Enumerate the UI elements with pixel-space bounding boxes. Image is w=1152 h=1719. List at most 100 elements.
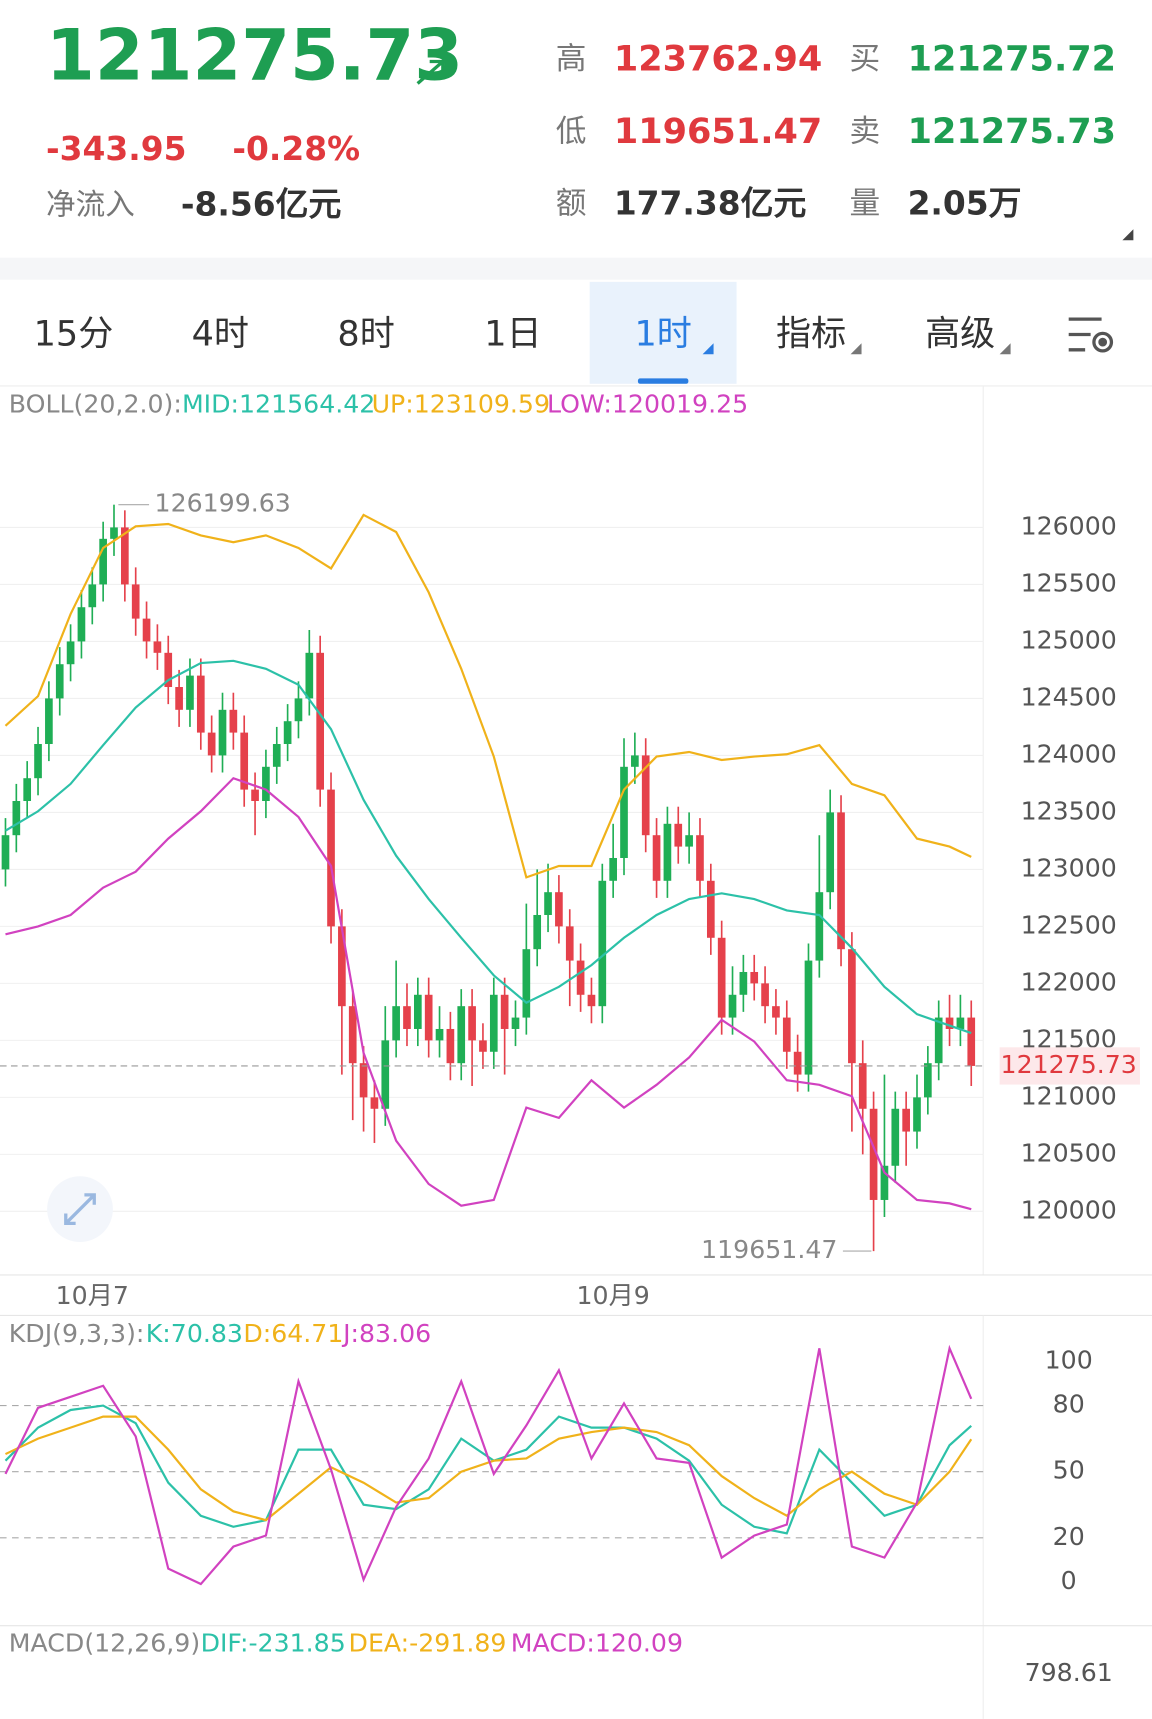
y-tick-label: 80 [1053,1390,1085,1419]
stat-label: 低 [556,114,587,149]
candle-body [403,1006,411,1029]
stat-label: 额 [556,187,587,222]
candle-body [381,1040,390,1109]
legend-entry: K:70.83 [146,1319,243,1348]
y-tick-label: 0 [1061,1566,1077,1595]
candle-body [804,960,813,1075]
candle-body [12,801,21,836]
candle-body [55,664,64,699]
legend-entry: J:83.06 [341,1319,431,1348]
indicator-line [5,1415,973,1522]
candle-body [121,527,129,585]
y-tick-label: 798.61 [1025,1658,1113,1687]
legend-entry: DEA:-291.89 [349,1628,507,1657]
legend-entry: DIF:-231.85 [201,1628,346,1657]
y-tick-label: 124500 [1021,682,1117,711]
tab[interactable]: 15分 [34,314,114,355]
stat-label: 量 [849,187,880,222]
indicator-label: KDJ(9,3,3): [9,1319,145,1348]
candle-body [370,1097,379,1109]
candle-body [565,926,574,961]
candle-body [413,994,422,1029]
candle-body [793,1051,802,1075]
candle-body [229,709,238,733]
y-tick-label: 123000 [1021,853,1117,882]
candle-body [131,584,140,619]
stat-value: 2.05万 [908,184,1022,223]
settings-icon[interactable] [1068,317,1114,353]
candle-body [175,687,183,710]
candle-body [479,1040,487,1052]
active-tab-bg [589,281,737,384]
y-tick-label: 125500 [1021,568,1117,597]
stat-value: 121275.72 [908,38,1117,79]
candle-body [251,789,259,802]
candle-body [934,1017,943,1064]
legend-entry: MID:121564.42 [182,390,375,419]
candle-body [66,641,75,665]
candle-body [652,835,661,881]
y-tick-label: 124000 [1021,739,1117,768]
stat-value: 119651.47 [614,111,823,152]
divider [0,257,1152,280]
indicator-line [4,1344,973,1586]
candle-body [902,1108,910,1132]
indicator-label: MACD(12,26,9) [9,1628,200,1657]
candle-body [945,1017,954,1029]
candle-body [77,607,86,642]
indicator-line [5,776,972,1211]
tab[interactable]: 高级 [925,314,995,355]
tab[interactable]: 4时 [192,314,249,355]
candle-body [706,880,715,938]
candle-body [587,994,596,1007]
candle-body [424,994,433,1041]
candle-body [826,812,835,893]
dropdown-caret [999,343,1011,355]
tab[interactable]: 1日 [484,314,541,355]
candle-body [23,778,32,802]
candle-body [327,789,335,927]
candle-body [240,732,249,790]
candle-body [750,971,759,984]
candle-body [338,926,346,1007]
candle-body [457,1006,466,1064]
candle-body [685,835,693,847]
candle-body [164,652,173,688]
candle-body [609,857,617,881]
candle-body [186,675,194,710]
price-change: -343.95 [46,129,187,168]
price-change-pct: -0.28% [232,129,360,168]
y-tick-label: 120000 [1021,1195,1117,1224]
candle-body [88,584,97,608]
candle-body [674,823,683,847]
tab[interactable]: 8时 [337,314,394,355]
y-tick-label: 122000 [1021,967,1117,996]
candle-body [446,1028,455,1064]
candle-body [598,880,607,1007]
legend-entry: MACD:120.09 [511,1628,683,1657]
min-annotation: 119651.47 [701,1235,837,1264]
stat-label: 高 [556,42,587,77]
indicator-line [4,513,972,879]
dropdown-caret [850,343,862,355]
candle-body [761,983,769,1007]
max-annotation: 126199.63 [155,489,291,518]
candle-body [99,538,107,585]
x-tick-label: 10月7 [56,1281,129,1310]
tab[interactable]: 指标 [776,314,846,355]
candle-body [196,675,205,733]
candle-body [772,1006,780,1018]
tab[interactable]: 1时 [634,314,691,355]
candle-body [869,1108,878,1200]
candle-body [728,994,737,1018]
candle-body [533,914,542,950]
candle-body [522,949,531,1018]
candle-body [110,527,118,539]
candle-body [782,1017,791,1052]
zoom-button[interactable] [47,1176,113,1243]
candle-body [663,823,672,881]
stat-label: 买 [849,42,880,77]
candle-body [489,994,498,1052]
